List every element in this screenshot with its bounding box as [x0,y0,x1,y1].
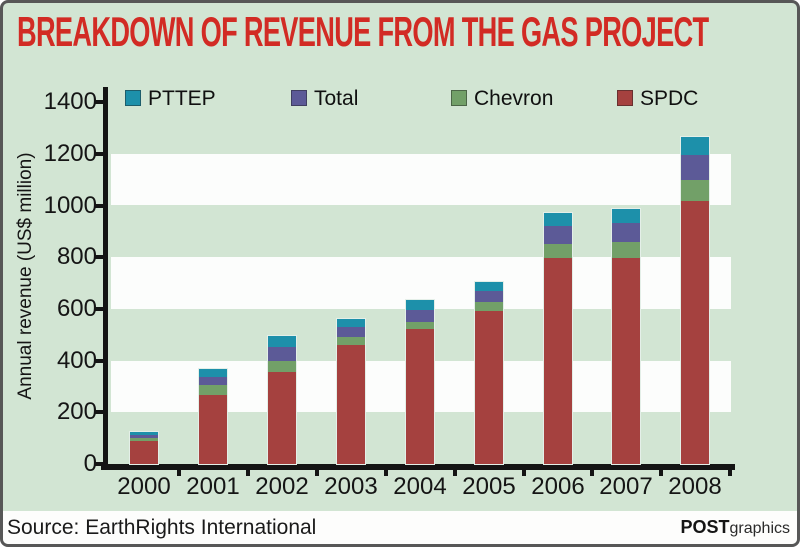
y-tick-label-800: 800 [56,243,97,271]
bar-2004 [405,298,435,465]
bar-segment-2000-spdc [130,441,158,464]
bar-segment-2003-pttep [337,318,365,327]
legend-swatch-pttep [125,90,141,106]
y-tick-mark-200 [94,410,104,415]
x-tick-mark-7 [658,470,663,476]
bar-segment-2003-chevron [337,336,365,346]
bar-segment-2007-total [612,222,640,242]
y-tick-label-600: 600 [56,294,97,322]
legend-label-chevron: Chevron [474,87,554,110]
bar-segment-2005-total [475,291,503,303]
bar-segment-2002-pttep [268,335,296,348]
bar-segment-2006-chevron [544,243,572,259]
bar-2002 [267,334,297,465]
y-tick-mark-0 [94,462,104,466]
bar-2003 [336,317,366,465]
y-tick-mark-1400 [94,100,104,105]
bar-segment-2000-pttep [130,431,158,436]
bar-segment-2002-total [268,347,296,362]
x-axis-label-2002: 2002 [255,473,309,500]
footer-strip: Source: EarthRights International POSTgr… [3,511,797,544]
x-tick-mark-end [728,470,732,476]
source-text: Source: EarthRights International [7,515,317,539]
bar-2005 [474,281,504,465]
bar-2006 [543,211,573,465]
bar-2007 [611,207,641,465]
x-tick-mark-5 [521,470,526,476]
bar-segment-2003-total [337,326,365,337]
legend-label-total: Total [314,87,359,110]
x-axis-label-2006: 2006 [531,473,585,500]
y-tick-label-400: 400 [56,346,97,374]
bar-segment-2001-total [199,376,227,386]
bar-segment-2006-spdc [544,258,572,464]
bar-segment-2002-spdc [268,372,296,464]
y-tick-label-1200: 1200 [43,139,97,167]
bar-segment-2006-pttep [544,212,572,226]
bar-segment-2004-total [406,309,434,323]
bar-segment-2002-chevron [268,361,296,373]
x-tick-mark-4 [452,470,457,476]
bar-segment-2000-total [130,435,158,439]
bar-segment-2001-chevron [199,385,227,395]
legend-label-spdc: SPDC [640,87,699,110]
bar-segment-2008-chevron [681,180,709,202]
x-axis-label-2003: 2003 [324,473,378,500]
x-tick-mark-0 [176,470,181,476]
bar-segment-2007-pttep [612,208,640,223]
postgraphics-logo-bold: POST [680,517,730,537]
legend-swatch-spdc [617,90,633,106]
x-tick-mark-6 [590,470,594,476]
bar-segment-2004-spdc [406,329,434,464]
x-axis-label-2001: 2001 [186,473,240,500]
legend-label-pttep: PTTEP [148,87,216,110]
bar-2008 [680,136,710,465]
bar-segment-2003-spdc [337,345,365,464]
bar-segment-2004-pttep [406,299,434,310]
bar-segment-2008-pttep [681,137,709,156]
postgraphics-logo: POSTgraphics [681,517,791,538]
x-axis-label-2008: 2008 [668,473,722,500]
bar-segment-2008-total [681,155,709,180]
bar-segment-2001-spdc [199,394,227,464]
y-tick-label-1000: 1000 [43,191,97,219]
y-tick-mark-600 [94,306,104,311]
bar-segment-2007-chevron [612,241,640,258]
x-axis-label-2000: 2000 [117,473,171,500]
bar-segment-2005-chevron [475,302,503,312]
y-tick-label-1400: 1400 [43,88,97,116]
x-axis-label-2004: 2004 [393,473,447,500]
bar-segment-2007-spdc [612,258,640,464]
bar-segment-2008-spdc [681,201,709,464]
x-axis-label-2007: 2007 [599,473,653,500]
chart-plot-area: 0 200 400 600 800 1000 1200 1400 Annual revenue… [3,3,797,544]
bar-2000 [129,430,159,465]
postgraphics-logo-light: graphics [729,520,790,537]
y-axis-line [103,87,108,470]
y-tick-label-200: 200 [56,398,97,426]
x-tick-mark-1 [245,470,250,476]
x-axis-line [101,464,735,470]
bar-segment-2001-pttep [199,369,227,377]
y-tick-label-0: 0 [83,450,97,477]
legend-swatch-total [291,90,307,106]
background-band-1000-1200 [111,153,731,206]
bar-segment-2005-pttep [475,282,503,292]
y-tick-mark-1000 [94,203,104,208]
bar-segment-2006-total [544,225,572,244]
bar-segment-2004-chevron [406,322,434,330]
x-tick-mark-3 [383,470,388,476]
bar-segment-2000-chevron [130,438,158,442]
x-axis-label-2005: 2005 [462,473,516,500]
bar-2001 [198,368,228,465]
x-tick-mark-2 [314,470,319,476]
legend-swatch-chevron [451,90,467,106]
chart-title: BREAKDOWN OF REVENUE FROM THE GAS PROJEC… [17,9,709,56]
y-tick-mark-800 [94,255,104,260]
y-axis-title: Annual revenue (US$ million) [15,152,36,400]
bar-segment-2005-spdc [475,311,503,464]
y-tick-mark-1200 [94,151,104,156]
y-tick-mark-400 [94,358,104,363]
